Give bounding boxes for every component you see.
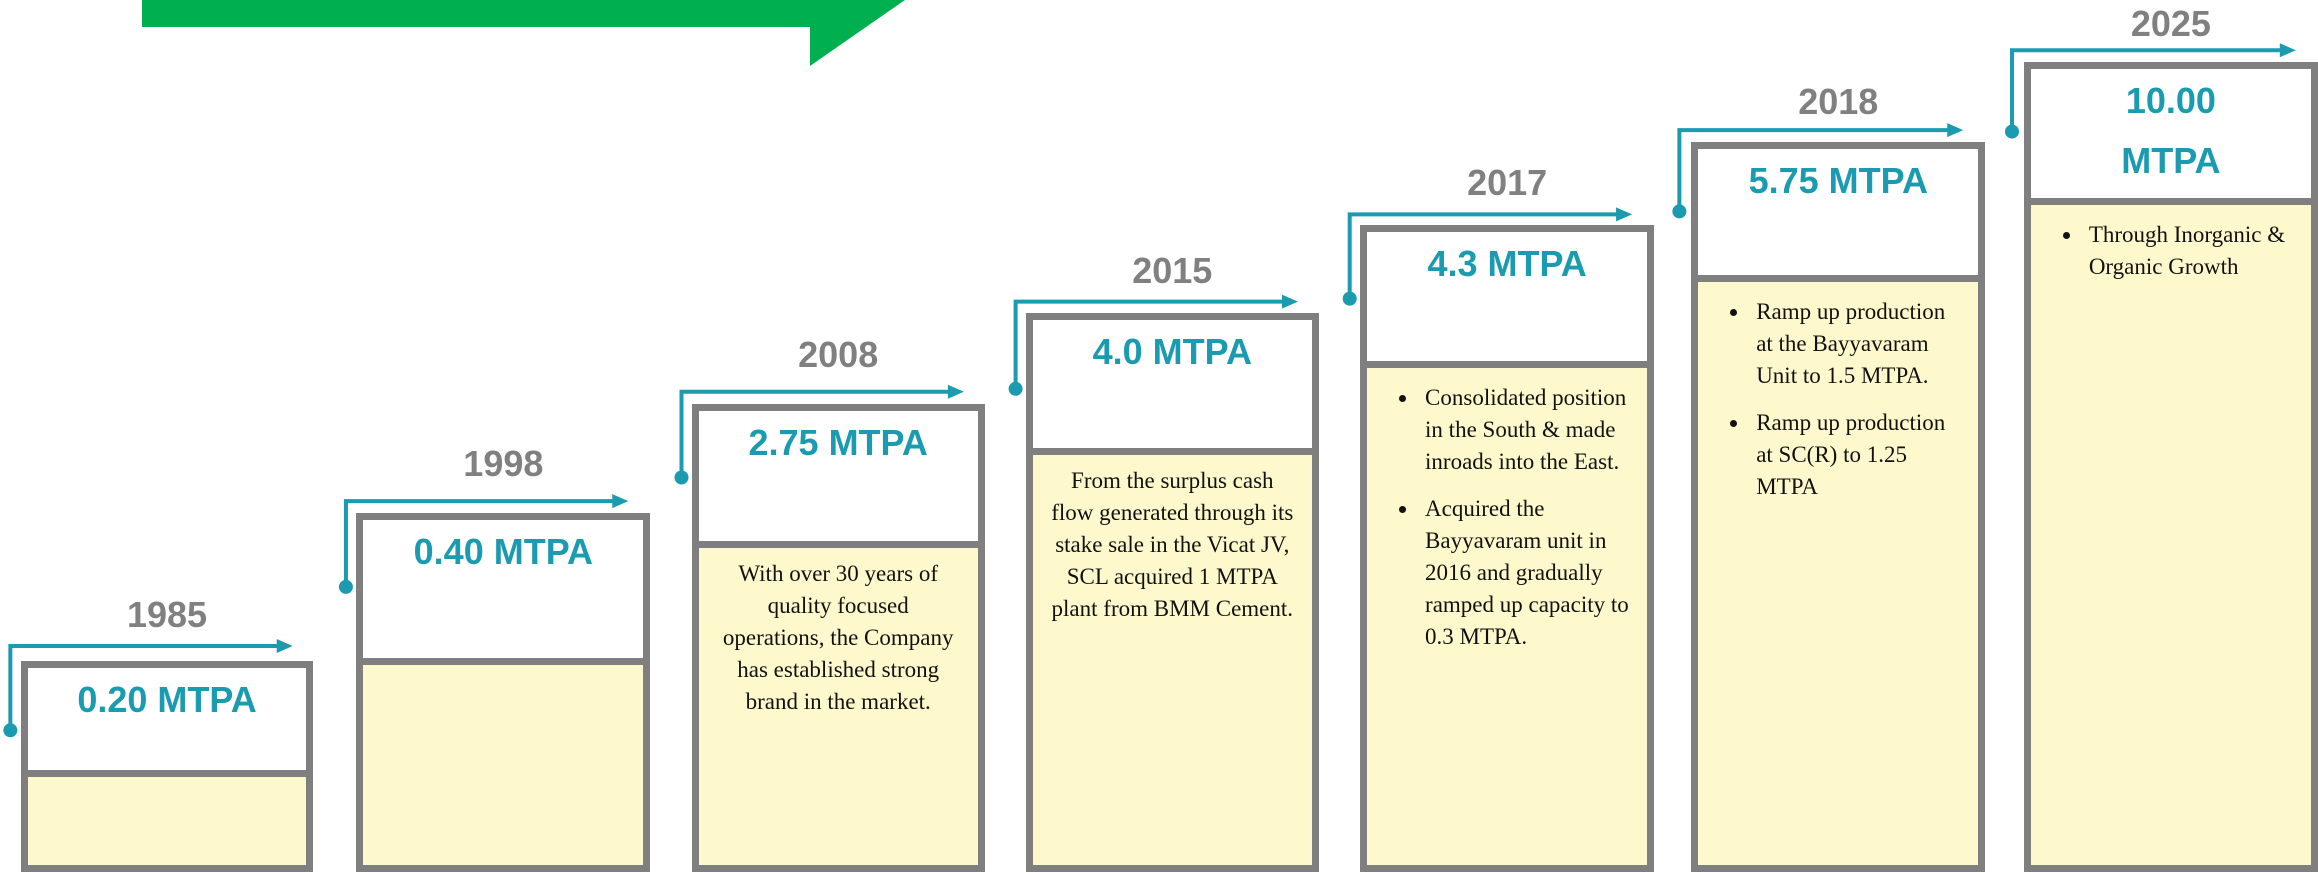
description: From the surplus cash flow generated thr… — [1051, 467, 1294, 621]
bullet-list: Through Inorganic & Organic Growth — [2049, 219, 2293, 283]
description: Ramp up production at the Bayyavaram Uni… — [1716, 296, 1960, 518]
year-label: 2015 — [1132, 249, 1213, 291]
bullet: Ramp up production at the Bayyavaram Uni… — [1750, 296, 1960, 392]
milestone-box: 0.40 MTPA — [356, 512, 651, 873]
milestone-box: 2.75 MTPA With over 30 years of quality f… — [691, 403, 985, 873]
year-label: 2017 — [1467, 162, 1548, 204]
capacity-label: 0.40 MTPA — [413, 530, 594, 572]
capacity-label: 10.00 MTPA — [2121, 80, 2221, 182]
connector-arrowhead — [1281, 294, 1298, 309]
connector-arrowhead — [1616, 207, 1633, 222]
capacity-label: 5.75 MTPA — [1748, 159, 1928, 201]
bullet-list: Ramp up production at the Bayyavaram Uni… — [1716, 296, 1960, 503]
capacity-area: 0.20 MTPA — [27, 667, 307, 778]
milestone-box: 4.3 MTPA Consolidated position in the Sou… — [1360, 224, 1655, 873]
connector-line — [1677, 128, 1950, 212]
capacity-area: 5.75 MTPA — [1698, 148, 1979, 282]
milestone-box: 0.20 MTPA — [20, 660, 314, 873]
bullet: Ramp up production at SC(R) to 1.25 MTPA — [1750, 407, 1960, 503]
year-label: 1985 — [126, 593, 208, 635]
connector-arrowhead — [947, 384, 964, 399]
connector-arrowhead — [2279, 43, 2296, 58]
capacity-area: 10.00 MTPA — [2030, 69, 2311, 206]
capacity-area: 4.0 MTPA — [1032, 320, 1312, 455]
green-banner-arrow — [810, 0, 905, 66]
milestone-box: 4.0 MTPA From the surplus cash flow gener… — [1025, 313, 1319, 873]
description: Through Inorganic & Organic Growth — [2049, 219, 2293, 298]
capacity-label: 0.20 MTPA — [77, 678, 257, 720]
bullet: Acquired the Bayyavaram unit in 2016 and… — [1419, 493, 1629, 653]
description: Consolidated position in the South & mad… — [1385, 382, 1629, 668]
connector-line — [1013, 299, 1284, 389]
year-label: 2008 — [798, 333, 879, 375]
year-label: 2018 — [1798, 81, 1879, 122]
connector-arrowhead — [1947, 123, 1964, 138]
connector-dot — [3, 723, 18, 738]
connector-line — [679, 389, 950, 478]
connector-arrowhead — [612, 494, 629, 509]
capacity-area: 0.40 MTPA — [363, 519, 644, 665]
connector-line — [2009, 48, 2282, 132]
connector-line — [8, 644, 279, 731]
connector-dot — [1672, 204, 1687, 219]
connector-dot — [1008, 381, 1023, 396]
connector-dot — [674, 470, 689, 485]
capacity-area: 2.75 MTPA — [698, 410, 978, 549]
milestone-box: 10.00 MTPA Through Inorganic & Organic Gr… — [2023, 62, 2318, 873]
capacity-area: 4.3 MTPA — [1367, 231, 1648, 368]
connector-line — [343, 499, 615, 587]
description: With over 30 years of quality focused op… — [722, 561, 954, 715]
connector-line — [1347, 212, 1619, 299]
bullet: Through Inorganic & Organic Growth — [2083, 219, 2293, 283]
connector-dot — [1342, 291, 1357, 306]
connector-dot — [2004, 124, 2019, 139]
bullet-list: Consolidated position in the South & mad… — [1385, 382, 1629, 653]
year-label: 1998 — [463, 443, 544, 485]
capacity-label: 2.75 MTPA — [748, 421, 928, 463]
connector-arrowhead — [276, 639, 293, 654]
bullet: Consolidated position in the South & mad… — [1419, 382, 1629, 478]
capacity-label: 4.3 MTPA — [1427, 242, 1587, 284]
green-banner — [142, 0, 810, 27]
year-label: 2025 — [2130, 2, 2211, 44]
milestone-box: 5.75 MTPA Ramp up production at the Bayya… — [1691, 141, 1986, 873]
capacity-label: 4.0 MTPA — [1092, 331, 1252, 373]
connector-dot — [338, 579, 353, 594]
